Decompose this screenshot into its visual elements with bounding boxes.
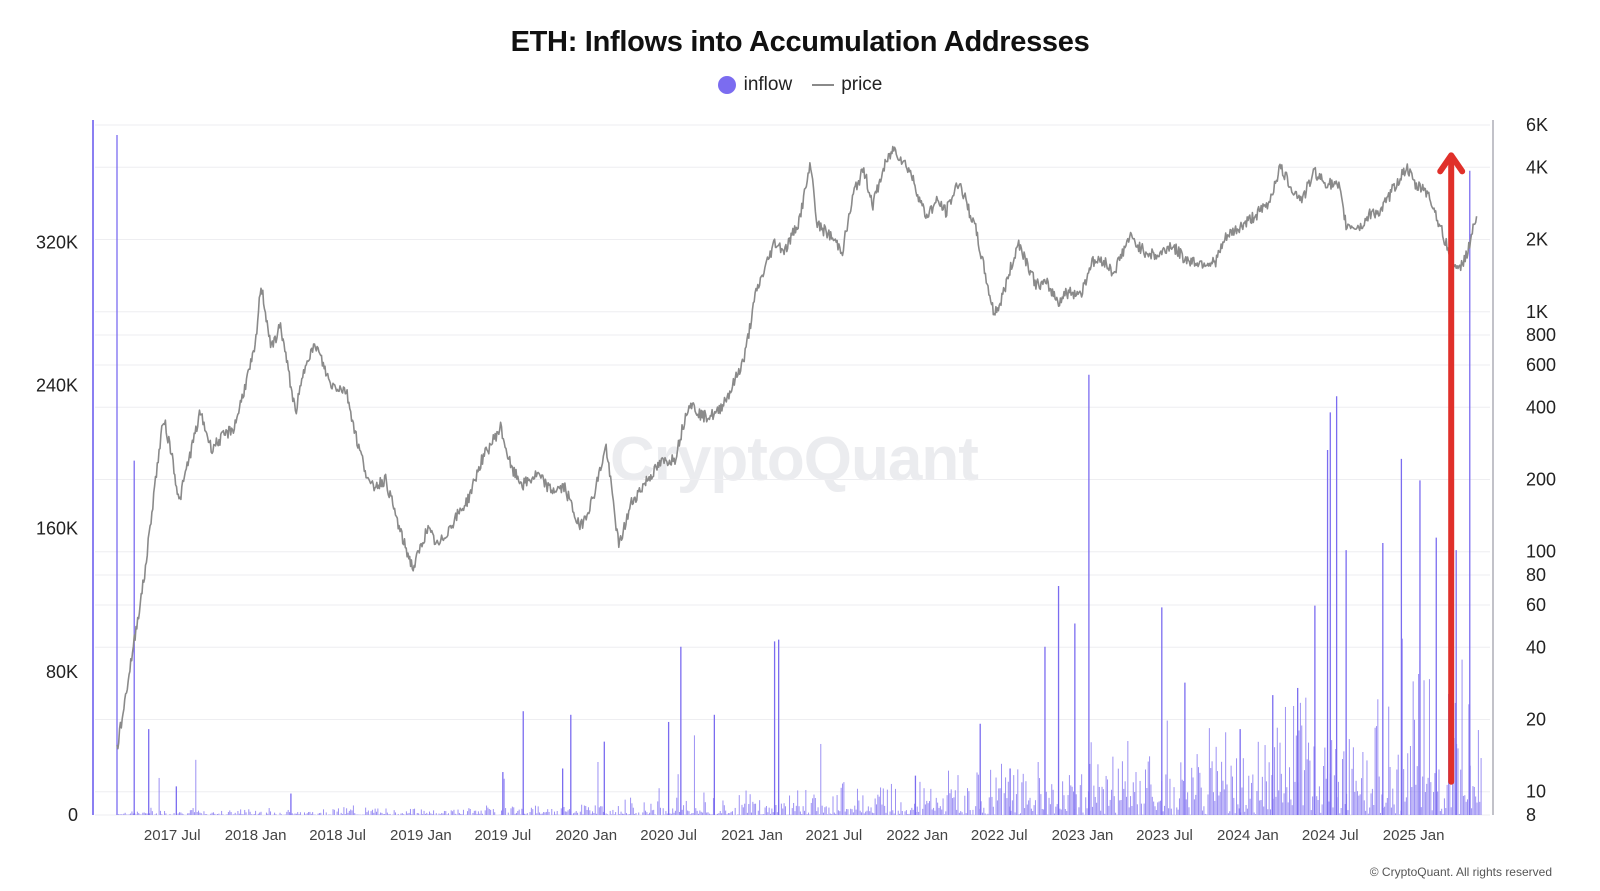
y-right-tick-label: 100	[1526, 542, 1556, 562]
x-tick-label: 2021 Jan	[721, 827, 783, 844]
x-tick-label: 2023 Jul	[1136, 827, 1193, 844]
y-right-tick-label: 400	[1526, 397, 1556, 417]
y-right-tick-label: 40	[1526, 637, 1546, 657]
y-right-tick-label: 1K	[1526, 302, 1548, 322]
x-tick-label: 2023 Jan	[1052, 827, 1114, 844]
x-tick-label: 2017 Jul	[144, 827, 201, 844]
annotations	[1437, 152, 1466, 785]
y-left-tick-label: 80K	[46, 662, 78, 682]
copyright-notice: © CryptoQuant. All rights reserved	[1369, 865, 1552, 879]
y-right-tick-label: 20	[1526, 709, 1546, 729]
y-left-tick-label: 320K	[36, 232, 78, 252]
legend-dot-icon	[717, 76, 736, 94]
y-right-tick-label: 800	[1526, 325, 1556, 345]
price-line	[116, 145, 1478, 750]
y-right-tick-label: 4K	[1526, 157, 1548, 177]
x-tick-label: 2018 Jul	[309, 827, 366, 844]
x-tick-label: 2019 Jan	[390, 827, 452, 844]
arrow-head-icon	[1437, 152, 1466, 175]
gridlines	[95, 124, 1490, 816]
y-right-tick-label: 200	[1526, 470, 1556, 490]
x-tick-label: 2022 Jul	[971, 827, 1028, 844]
y-right-tick-label: 6K	[1526, 115, 1548, 135]
y-left-tick-label: 0	[68, 805, 78, 825]
legend-item-price[interactable]: price	[812, 74, 882, 96]
y-right-tick-label: 10	[1526, 782, 1546, 802]
legend-label-price: price	[841, 74, 883, 95]
axes: 0 80K 160K 240K 320K 8 10 20 40 60 80 100 200 400 600 8…	[36, 115, 1556, 844]
x-tick-label: 2020 Jul	[640, 827, 697, 844]
y-left-tick-label: 240K	[36, 376, 78, 396]
price-line-layer	[116, 145, 1478, 750]
inflow-bars	[116, 135, 1482, 815]
legend: inflow price	[0, 74, 1600, 96]
x-tick-label: 2019 Jul	[474, 827, 531, 844]
y-left-tick-label: 160K	[36, 519, 78, 539]
x-tick-label: 2021 Jul	[806, 827, 863, 844]
x-tick-label: 2018 Jan	[225, 827, 287, 844]
legend-item-inflow[interactable]: inflow	[717, 74, 793, 96]
y-right-tick-label: 600	[1526, 355, 1556, 375]
y-right-tick-label: 80	[1526, 565, 1546, 585]
x-tick-label: 2022 Jan	[886, 827, 948, 844]
legend-line-icon	[812, 84, 835, 86]
legend-label-inflow: inflow	[743, 74, 793, 95]
x-tick-label: 2025 Jan	[1383, 827, 1445, 844]
y-right-tick-label: 8	[1526, 805, 1536, 825]
chart-title: ETH: Inflows into Accumulation Addresses	[510, 26, 1090, 58]
x-tick-label: 2024 Jul	[1302, 827, 1359, 844]
x-tick-label: 2024 Jan	[1217, 827, 1279, 844]
y-right-tick-label: 2K	[1526, 230, 1548, 250]
x-tick-label: 2020 Jan	[555, 827, 617, 844]
y-right-tick-label: 60	[1526, 595, 1546, 615]
